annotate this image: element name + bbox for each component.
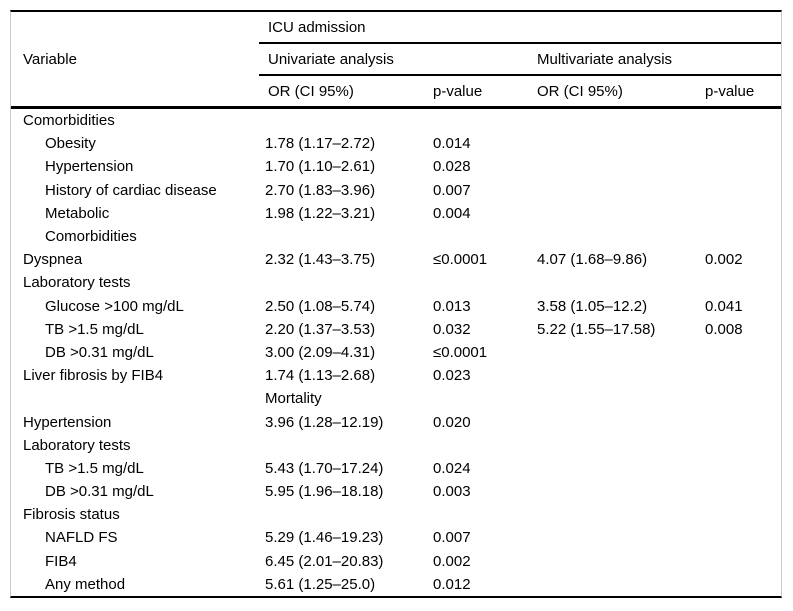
variable-cell: DB >0.31 mg/dL — [45, 483, 154, 501]
multivariate-or-cell: 3.58 (1.05–12.2) — [537, 297, 648, 315]
table-row: DB >0.31 mg/dL 5.95 (1.96–18.18) 0.003 — [11, 480, 781, 503]
univariate-p-cell: 0.028 — [433, 158, 471, 176]
table-row: TB >1.5 mg/dL 2.20 (1.37–3.53) 0.032 5.22 (… — [11, 318, 781, 341]
variable-cell: Comorbidities — [45, 228, 137, 246]
univariate-p-cell: 0.012 — [433, 575, 471, 593]
univariate-or-cell: 2.32 (1.43–3.75) — [265, 251, 376, 269]
column-labels-row: OR (CI 95%) p-value OR (CI 95%) p-value — [259, 76, 781, 106]
column-header-pvalue-univariate: p-value — [433, 82, 483, 100]
variable-cell: Laboratory tests — [23, 436, 131, 454]
table-row: Laboratory tests — [11, 271, 781, 294]
univariate-or-cell: 6.45 (2.01–20.83) — [265, 552, 384, 570]
variable-cell: History of cardiac disease — [45, 181, 217, 199]
univariate-p-cell: 0.032 — [433, 320, 471, 338]
variable-cell: Liver fibrosis by FIB4 — [23, 367, 164, 385]
table-row: Fibrosis status — [11, 503, 781, 526]
univariate-p-cell: 0.007 — [433, 181, 471, 199]
table-row: Glucose >100 mg/dL 2.50 (1.08–5.74) 0.013 3… — [11, 295, 781, 318]
results-table: Variable ICU admission Univariate analys… — [10, 10, 782, 598]
column-header-or-univariate: OR (CI 95%) — [268, 82, 354, 100]
variable-cell: Any method — [45, 575, 126, 593]
column-header-variable: Variable — [23, 50, 77, 68]
multivariate-p-cell: 0.008 — [705, 320, 743, 338]
subheader-univariate-analysis: Univariate analysis — [268, 50, 394, 68]
table-row-mortality-section: Mortality — [11, 387, 781, 410]
univariate-or-cell: 1.74 (1.13–2.68) — [265, 367, 376, 385]
univariate-or-cell: 5.29 (1.46–19.23) — [265, 529, 384, 547]
univariate-or-cell: 3.96 (1.28–12.19) — [265, 413, 384, 431]
table-body: Comorbidities Obesity 1.78 (1.17–2.72) 0.0… — [11, 109, 781, 596]
univariate-or-cell: 5.61 (1.25–25.0) — [265, 575, 376, 593]
univariate-or-cell: 2.50 (1.08–5.74) — [265, 297, 376, 315]
univariate-or-cell: 2.20 (1.37–3.53) — [265, 320, 376, 338]
univariate-p-cell: 0.024 — [433, 459, 471, 477]
univariate-or-cell: 1.78 (1.17–2.72) — [265, 135, 376, 153]
table-header: Variable ICU admission Univariate analys… — [11, 12, 781, 109]
variable-cell: Fibrosis status — [23, 506, 120, 524]
variable-cell: TB >1.5 mg/dL — [45, 459, 144, 477]
univariate-p-cell: 0.002 — [433, 552, 471, 570]
variable-cell: Metabolic — [45, 204, 110, 222]
univariate-or-cell: 2.70 (1.83–3.96) — [265, 181, 376, 199]
column-header-pvalue-multivariate: p-value — [705, 82, 755, 100]
variable-cell: Obesity — [45, 135, 96, 153]
table-row: TB >1.5 mg/dL 5.43 (1.70–17.24) 0.024 — [11, 457, 781, 480]
column-header-or-multivariate: OR (CI 95%) — [537, 82, 623, 100]
univariate-or-cell: 3.00 (2.09–4.31) — [265, 343, 376, 361]
univariate-p-cell: ≤0.0001 — [433, 343, 488, 361]
variable-cell: NAFLD FS — [45, 529, 118, 547]
table-row: Obesity 1.78 (1.17–2.72) 0.014 — [11, 132, 781, 155]
univariate-p-cell: 0.020 — [433, 413, 471, 431]
variable-cell: Hypertension — [45, 158, 134, 176]
table-row: FIB4 6.45 (2.01–20.83) 0.002 — [11, 550, 781, 573]
variable-cell: DB >0.31 mg/dL — [45, 343, 154, 361]
table-row: NAFLD FS 5.29 (1.46–19.23) 0.007 — [11, 526, 781, 549]
multivariate-p-cell: 0.002 — [705, 251, 743, 269]
variable-cell: Comorbidities — [23, 112, 115, 130]
table-row: Hypertension 3.96 (1.28–12.19) 0.020 — [11, 410, 781, 433]
multivariate-p-cell: 0.041 — [705, 297, 743, 315]
variable-cell: TB >1.5 mg/dL — [45, 320, 144, 338]
variable-cell: Hypertension — [23, 413, 112, 431]
multivariate-or-cell: 4.07 (1.68–9.86) — [537, 251, 648, 269]
table-row: Hypertension 1.70 (1.10–2.61) 0.028 — [11, 155, 781, 178]
multivariate-or-cell: 5.22 (1.55–17.58) — [537, 320, 656, 338]
univariate-or-cell: 5.43 (1.70–17.24) — [265, 459, 384, 477]
variable-cell: Glucose >100 mg/dL — [45, 297, 184, 315]
univariate-or-cell: 1.70 (1.10–2.61) — [265, 158, 376, 176]
table-row: Metabolic 1.98 (1.22–3.21) 0.004 — [11, 202, 781, 225]
univariate-p-cell: 0.003 — [433, 483, 471, 501]
table-row: Laboratory tests — [11, 434, 781, 457]
table-row: DB >0.31 mg/dL 3.00 (2.09–4.31) ≤0.0001 — [11, 341, 781, 364]
univariate-p-cell: 0.004 — [433, 204, 471, 222]
header-right-block: ICU admission Univariate analysis Multiv… — [259, 12, 781, 106]
table-row: History of cardiac disease 2.70 (1.83–3.9… — [11, 179, 781, 202]
analysis-subheader-row: Univariate analysis Multivariate analysi… — [259, 44, 781, 76]
variable-cell: Dyspnea — [23, 251, 83, 269]
univariate-p-cell: ≤0.0001 — [433, 251, 488, 269]
table-row: Liver fibrosis by FIB4 1.74 (1.13–2.68) 0.… — [11, 364, 781, 387]
univariate-p-cell: 0.014 — [433, 135, 471, 153]
variable-cell: FIB4 — [45, 552, 77, 570]
table-row: Dyspnea 2.32 (1.43–3.75) ≤0.0001 4.07 (1.68… — [11, 248, 781, 271]
univariate-p-cell: 0.023 — [433, 367, 471, 385]
univariate-or-cell: 5.95 (1.96–18.18) — [265, 483, 384, 501]
subheader-multivariate-analysis: Multivariate analysis — [537, 50, 673, 68]
table-row: Comorbidities — [11, 225, 781, 248]
section-label-mortality: Mortality — [265, 390, 322, 408]
univariate-p-cell: 0.013 — [433, 297, 471, 315]
table-row: Any method 5.61 (1.25–25.0) 0.012 — [11, 573, 781, 596]
table-row: Comorbidities — [11, 109, 781, 132]
variable-cell: Laboratory tests — [23, 274, 131, 292]
univariate-p-cell: 0.007 — [433, 529, 471, 547]
column-group-icu-admission: ICU admission — [259, 12, 781, 44]
univariate-or-cell: 1.98 (1.22–3.21) — [265, 204, 376, 222]
